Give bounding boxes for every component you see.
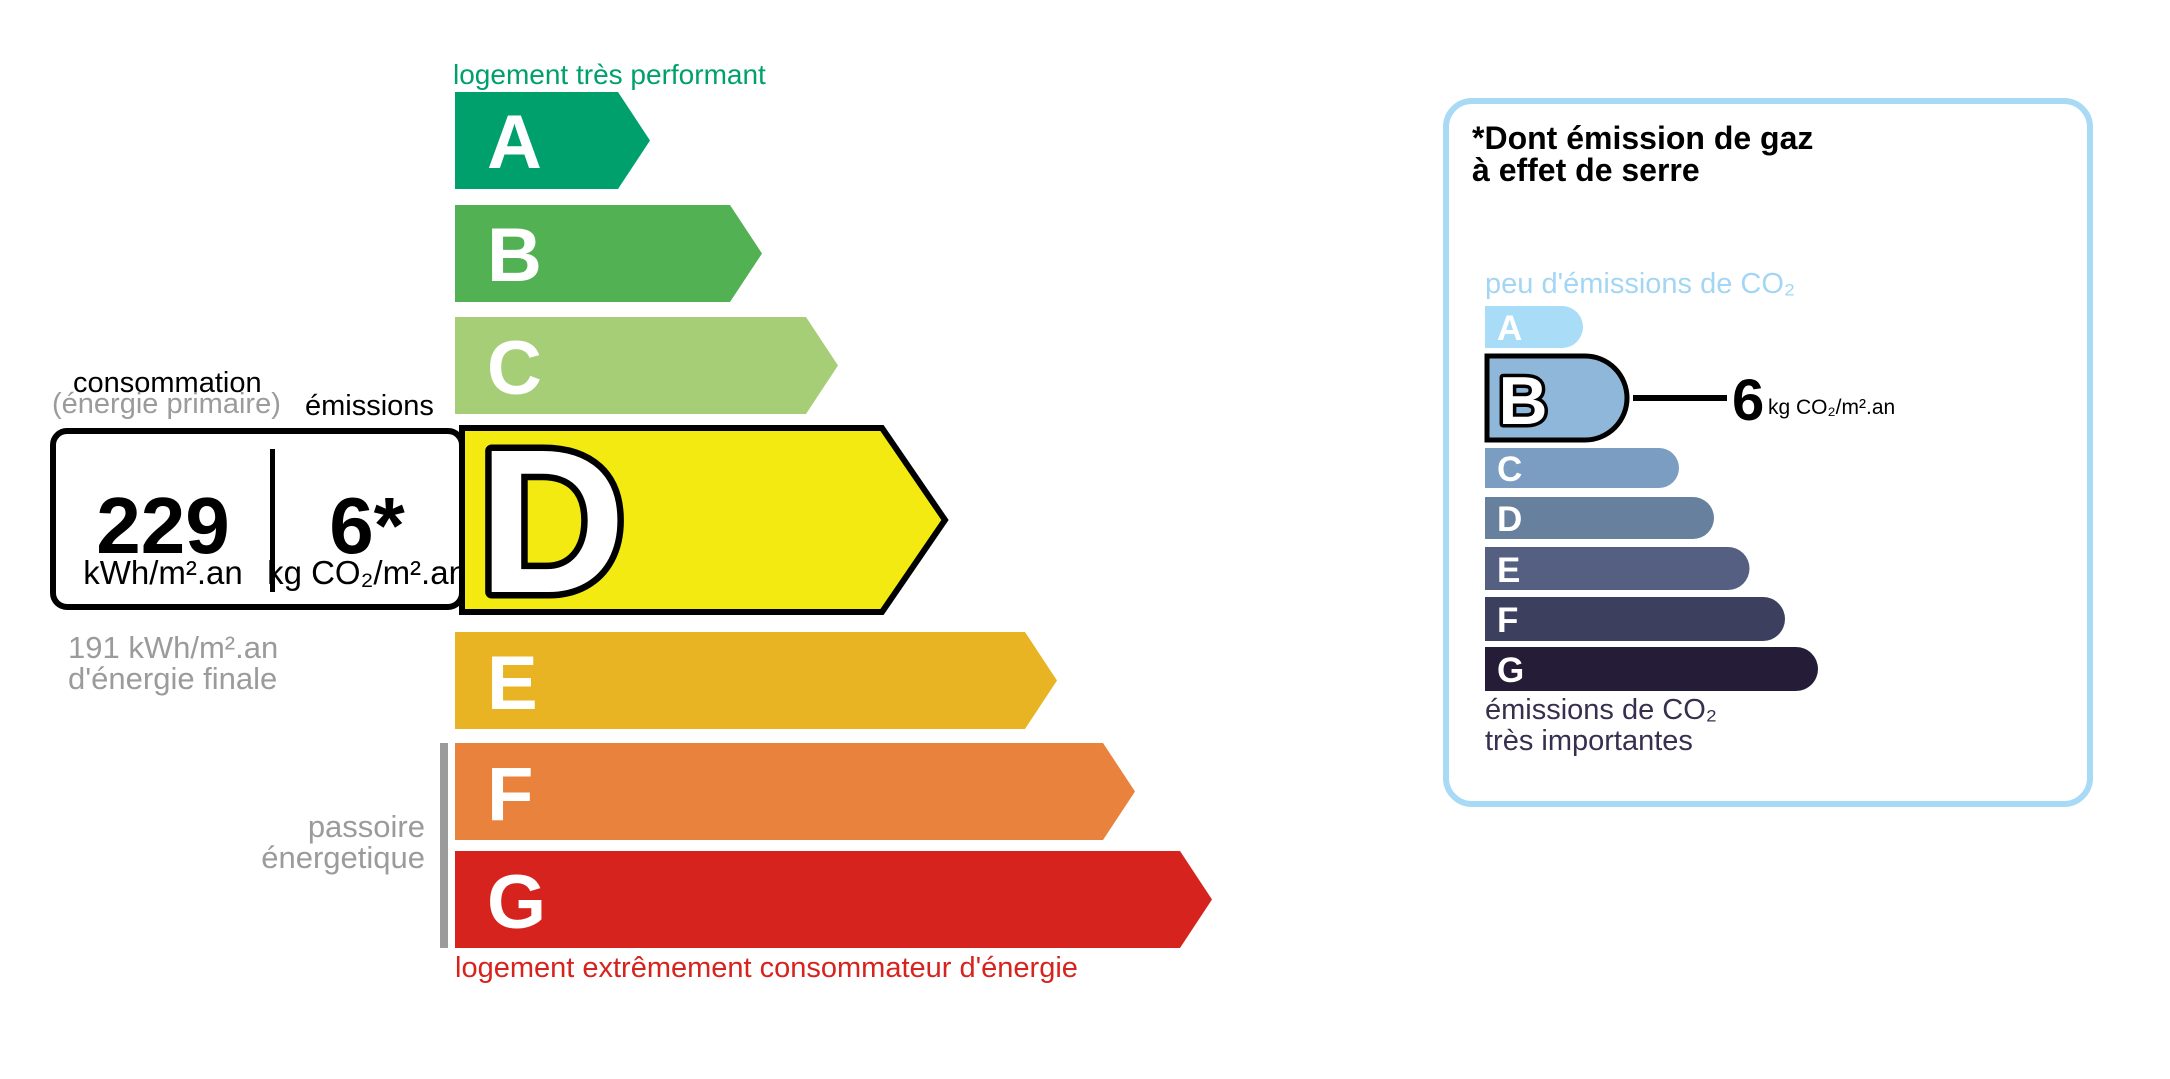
energy-class-letter-e: E xyxy=(487,641,538,726)
sieve-range-bar xyxy=(440,743,448,948)
co2-bar-e xyxy=(1485,547,1750,590)
co2-value-unit: kg CO₂/m².an xyxy=(1768,396,1895,419)
co2-bar-c xyxy=(1485,448,1679,488)
energy-class-arrow-c xyxy=(455,317,838,414)
energy-class-letter-b: B xyxy=(487,213,542,298)
co2-active-class-letter: B xyxy=(1498,363,1547,439)
co2-letter-f: F xyxy=(1497,601,1518,640)
energy-bottom-label: logement extrêmement consommateur d'éner… xyxy=(455,952,1078,984)
co2-letter-e: E xyxy=(1497,551,1520,590)
emissions-value: 6* xyxy=(329,481,405,570)
energy-class-letter-f: F xyxy=(487,752,533,837)
energy-class-letter-c: C xyxy=(487,326,542,411)
energy-class-arrow-b xyxy=(455,205,762,302)
co2-high-label-line1: émissions de CO₂ xyxy=(1485,694,1717,726)
final-energy-line1: 191 kWh/m².an xyxy=(68,630,278,665)
sieve-label-line2: énergetique xyxy=(261,840,425,875)
co2-panel-title-line2: à effet de serre xyxy=(1472,152,1700,188)
consumption-subheader-label: (énergie primaire) xyxy=(52,388,281,420)
co2-bar-a xyxy=(1485,306,1583,348)
co2-high-label-line2: très importantes xyxy=(1485,725,1693,757)
energy-class-arrow-f xyxy=(455,743,1135,840)
co2-bar-f xyxy=(1485,597,1785,641)
energy-class-arrow-e xyxy=(455,632,1057,729)
emissions-header-label: émissions xyxy=(305,390,434,422)
co2-low-label: peu d'émissions de CO₂ xyxy=(1485,268,1795,300)
energy-class-letter-g: G xyxy=(487,860,546,945)
consumption-header-label: consommation xyxy=(73,367,262,399)
energy-class-arrow-g xyxy=(455,851,1212,948)
co2-bar-d xyxy=(1485,497,1714,539)
co2-letter-d: D xyxy=(1497,500,1522,539)
co2-letter-g: G xyxy=(1497,651,1524,690)
energy-top-label: logement très performant xyxy=(453,59,766,90)
co2-letter-a: A xyxy=(1497,309,1522,348)
co2-bar-g xyxy=(1485,647,1818,691)
sieve-label-line1: passoire xyxy=(308,809,425,844)
consumption-unit: kWh/m².an xyxy=(83,554,243,591)
co2-letter-c: C xyxy=(1497,450,1522,489)
energy-class-arrow-d-active xyxy=(459,425,949,615)
energy-class-letter-a: A xyxy=(487,100,542,185)
consumption-value: 229 xyxy=(96,481,229,570)
energy-class-arrow-a xyxy=(455,92,650,189)
final-energy-line2: d'énergie finale xyxy=(68,661,277,696)
energy-active-class-letter: D xyxy=(478,407,626,636)
co2-bar-b-active xyxy=(1484,353,1630,443)
emissions-unit: kg CO₂/m².an xyxy=(267,554,467,591)
co2-value: 6 xyxy=(1732,368,1764,433)
co2-panel-title-line1: *Dont émission de gaz xyxy=(1472,120,1813,156)
